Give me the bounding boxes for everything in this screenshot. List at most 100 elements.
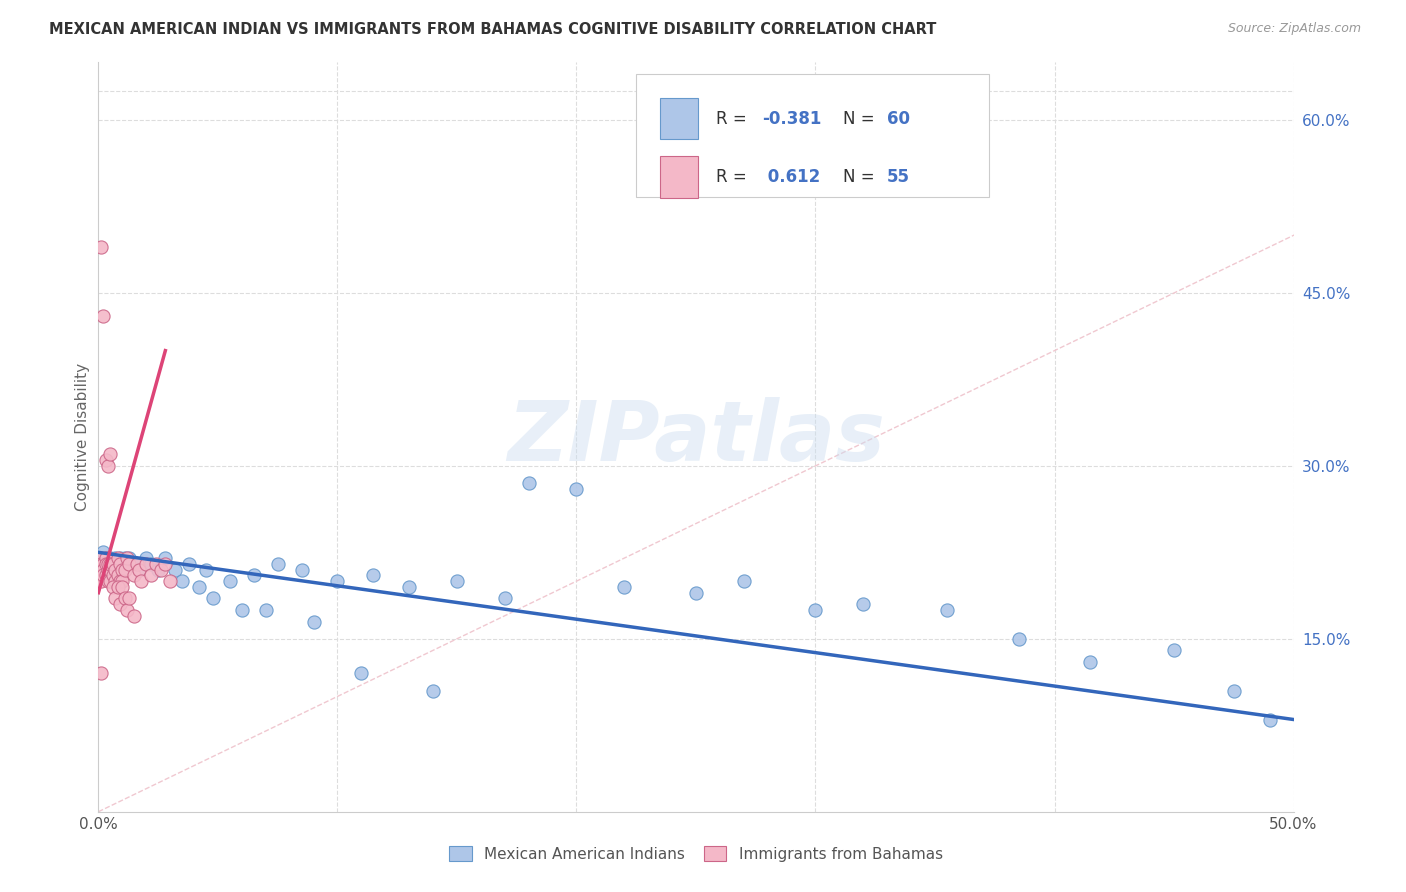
Point — [163, 563, 186, 577]
Point — [363, 568, 385, 582]
Point — [98, 574, 122, 589]
Point — [125, 557, 148, 571]
Point — [90, 563, 112, 577]
Point — [90, 557, 112, 571]
Point — [107, 557, 129, 571]
Point — [108, 597, 131, 611]
Point — [94, 453, 117, 467]
Point — [111, 563, 134, 577]
Point — [101, 568, 124, 582]
Point — [94, 557, 117, 571]
Point — [219, 574, 242, 589]
Point — [90, 574, 112, 589]
Text: -0.381: -0.381 — [762, 110, 821, 128]
Point — [91, 545, 114, 559]
Point — [1163, 643, 1185, 657]
Point — [90, 551, 112, 566]
Point — [128, 563, 150, 577]
Text: N =: N = — [844, 110, 880, 128]
Point — [291, 563, 314, 577]
Text: R =: R = — [716, 168, 752, 186]
Point — [101, 568, 124, 582]
Point — [115, 551, 138, 566]
Point — [195, 563, 218, 577]
Point — [267, 557, 290, 571]
Point — [108, 574, 131, 589]
Point — [91, 309, 114, 323]
Point — [98, 563, 122, 577]
Point — [97, 563, 120, 577]
Point — [155, 557, 177, 571]
Point — [302, 615, 325, 629]
Point — [446, 574, 468, 589]
Point — [124, 608, 146, 623]
Point — [97, 568, 120, 582]
Point — [98, 557, 122, 571]
Point — [733, 574, 755, 589]
Point — [90, 240, 112, 254]
Point — [108, 551, 131, 566]
Point — [94, 563, 117, 577]
Point — [97, 574, 120, 589]
Point — [128, 563, 150, 577]
Point — [90, 666, 112, 681]
Point — [90, 568, 112, 582]
Point — [936, 603, 959, 617]
Point — [1080, 655, 1102, 669]
Point — [179, 557, 201, 571]
Point — [107, 568, 129, 582]
Point — [1008, 632, 1031, 646]
Point — [108, 557, 131, 571]
Point — [118, 591, 141, 606]
Point — [111, 574, 134, 589]
Text: R =: R = — [716, 110, 752, 128]
Point — [97, 557, 120, 571]
Point — [98, 551, 122, 566]
Point — [159, 574, 181, 589]
Point — [104, 563, 127, 577]
Point — [350, 666, 373, 681]
Point — [398, 580, 420, 594]
Point — [114, 563, 136, 577]
Point — [139, 557, 162, 571]
Point — [111, 563, 134, 577]
Legend: Mexican American Indians, Immigrants from Bahamas: Mexican American Indians, Immigrants fro… — [443, 840, 949, 868]
Text: MEXICAN AMERICAN INDIAN VS IMMIGRANTS FROM BAHAMAS COGNITIVE DISABILITY CORRELAT: MEXICAN AMERICAN INDIAN VS IMMIGRANTS FR… — [49, 22, 936, 37]
Point — [101, 557, 124, 571]
Point — [149, 563, 172, 577]
Point — [91, 557, 114, 571]
Point — [97, 557, 120, 571]
FancyBboxPatch shape — [637, 74, 988, 197]
Point — [422, 683, 444, 698]
Text: Source: ZipAtlas.com: Source: ZipAtlas.com — [1227, 22, 1361, 36]
Point — [94, 551, 117, 566]
Point — [101, 557, 124, 571]
Point — [90, 551, 112, 566]
Bar — [661, 156, 699, 198]
Point — [107, 568, 129, 582]
Point — [685, 585, 707, 599]
Point — [254, 603, 277, 617]
Point — [91, 557, 114, 571]
Point — [107, 551, 129, 566]
Point — [231, 603, 253, 617]
Bar — [661, 98, 699, 139]
Point — [115, 603, 138, 617]
Point — [202, 591, 225, 606]
Point — [98, 563, 122, 577]
Text: 0.612: 0.612 — [762, 168, 820, 186]
Text: 55: 55 — [887, 168, 910, 186]
Point — [145, 557, 167, 571]
Point — [135, 551, 157, 566]
Point — [804, 603, 827, 617]
Point — [104, 563, 127, 577]
Point — [104, 574, 127, 589]
Point — [326, 574, 349, 589]
Point — [1223, 683, 1246, 698]
Point — [494, 591, 516, 606]
Point — [94, 551, 117, 566]
Point — [124, 568, 146, 582]
Point — [97, 458, 120, 473]
Point — [172, 574, 194, 589]
Point — [613, 580, 636, 594]
